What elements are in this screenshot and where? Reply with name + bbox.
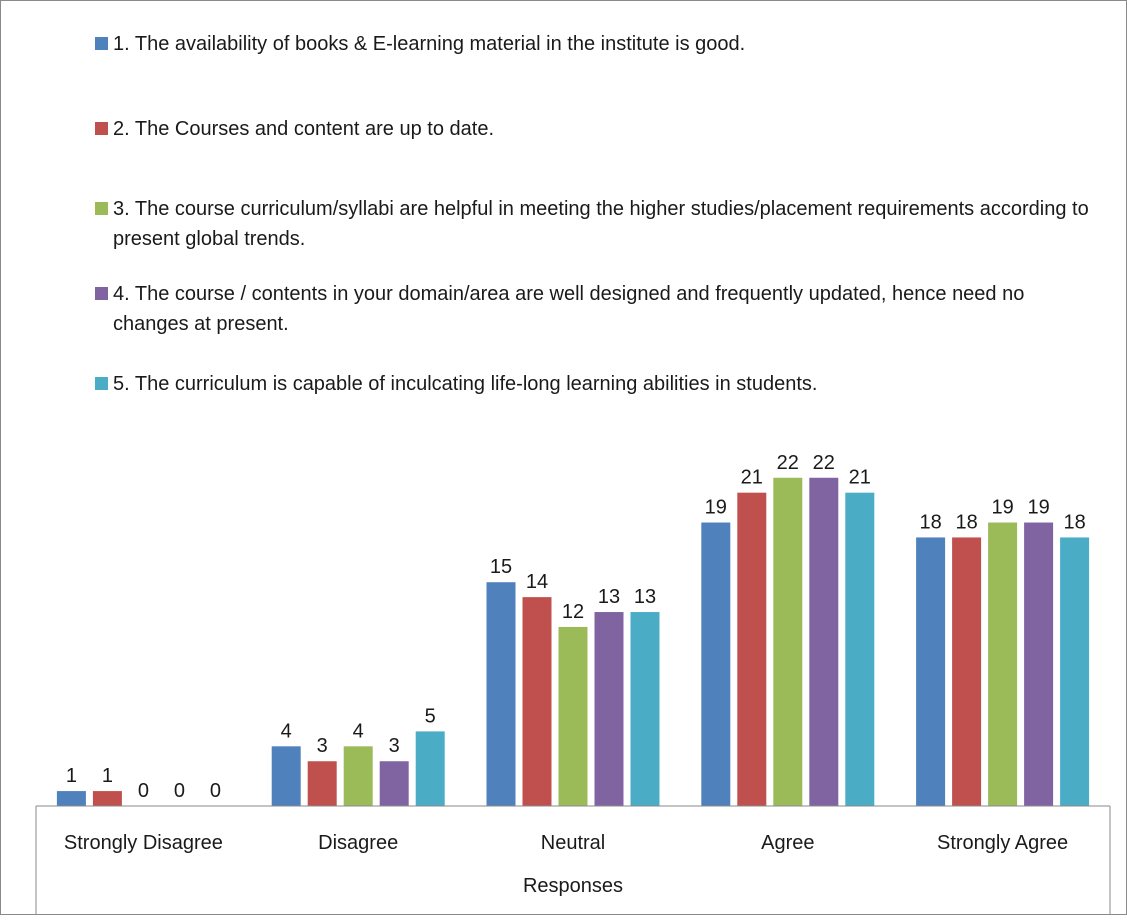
bar-2-1 [271, 746, 301, 806]
legend-swatch-3 [95, 202, 108, 215]
bar-5-1 [916, 537, 946, 806]
data-labels-group: 1 1 0 0 0 4 3 4 3 5 15 14 12 13 13 19 21 22 22 21 18 18 19 19 18 [66, 452, 1086, 802]
data-label-2-3: 4 [353, 720, 364, 742]
legend-swatch-2 [95, 122, 108, 135]
x-tick-label-3: Neutral [541, 832, 605, 854]
data-label-3-5: 13 [634, 586, 656, 608]
legend-swatch-1 [95, 37, 108, 50]
data-label-1-4: 0 [174, 780, 185, 802]
x-tick-label-2: Disagree [318, 832, 398, 854]
data-label-1-2: 1 [102, 765, 113, 787]
bar-4-1 [701, 522, 731, 806]
data-label-1-1: 1 [66, 765, 77, 787]
bar-5-5 [1060, 537, 1090, 806]
data-label-5-2: 18 [955, 511, 977, 533]
data-label-4-3: 22 [777, 452, 799, 474]
bar-2-3 [343, 746, 373, 806]
bar-4-4 [809, 477, 839, 806]
bar-1-1 [56, 791, 86, 806]
bar-4-5 [845, 492, 875, 806]
bar-3-4 [594, 612, 624, 806]
data-label-4-5: 21 [849, 467, 871, 489]
bars-group [56, 477, 1090, 806]
bar-3-1 [486, 582, 516, 806]
plot-area: 1 1 0 0 0 4 3 4 3 5 15 14 12 13 13 19 21 22 22 21 18 18 19 19 18… [35, 452, 1111, 915]
bar-2-4 [379, 761, 409, 806]
data-label-5-4: 19 [1027, 497, 1049, 519]
data-label-4-1: 19 [705, 497, 727, 519]
data-label-5-1: 18 [919, 511, 941, 533]
bar-5-4 [1024, 522, 1054, 806]
data-label-3-4: 13 [598, 586, 620, 608]
legend-label-5: 5. The curriculum is capable of inculcat… [113, 373, 817, 395]
bar-2-5 [415, 731, 445, 806]
bar-4-2 [737, 492, 767, 806]
bar-5-3 [988, 522, 1018, 806]
data-label-2-5: 5 [425, 705, 436, 727]
x-tick-label-5: Strongly Agree [937, 832, 1068, 854]
data-label-2-1: 4 [281, 720, 292, 742]
legend-label-1: 1. The availability of books & E-learnin… [113, 33, 745, 55]
bar-3-2 [522, 597, 552, 806]
bar-3-3 [558, 626, 588, 806]
data-label-1-3: 0 [138, 780, 149, 802]
legend-label-2: 2. The Courses and content are up to dat… [113, 118, 494, 140]
x-axis-title: Responses [523, 875, 623, 897]
legend-swatch-5 [95, 377, 108, 390]
data-label-1-5: 0 [210, 780, 221, 802]
x-tick-label-1: Strongly Disagree [64, 832, 223, 854]
data-label-2-2: 3 [317, 735, 328, 757]
data-label-4-4: 22 [813, 452, 835, 474]
legend-swatch-4 [95, 287, 108, 300]
data-label-3-3: 12 [562, 601, 584, 623]
bar-2-2 [307, 761, 337, 806]
data-label-2-4: 3 [389, 735, 400, 757]
bar-1-2 [92, 791, 122, 806]
bar-3-5 [630, 612, 660, 806]
bar-5-2 [952, 537, 982, 806]
legend-label-4: 4. The course / contents in your domain/… [113, 283, 1024, 335]
data-label-3-1: 15 [490, 556, 512, 578]
x-tick-labels: Strongly Disagree Disagree Neutral Agree Str… [64, 832, 1068, 854]
data-label-3-2: 14 [526, 571, 548, 593]
bar-4-3 [773, 477, 803, 806]
data-label-5-5: 18 [1063, 511, 1085, 533]
data-label-4-2: 21 [741, 467, 763, 489]
legend: 1. The availability of books & E-learnin… [95, 33, 1089, 395]
legend-label-3: 3. The course curriculum/syllabi are hel… [113, 198, 1089, 250]
x-tick-label-4: Agree [761, 832, 814, 854]
x-axis: Strongly Disagree Disagree Neutral Agree Str… [35, 805, 1111, 915]
data-label-5-3: 19 [991, 497, 1013, 519]
